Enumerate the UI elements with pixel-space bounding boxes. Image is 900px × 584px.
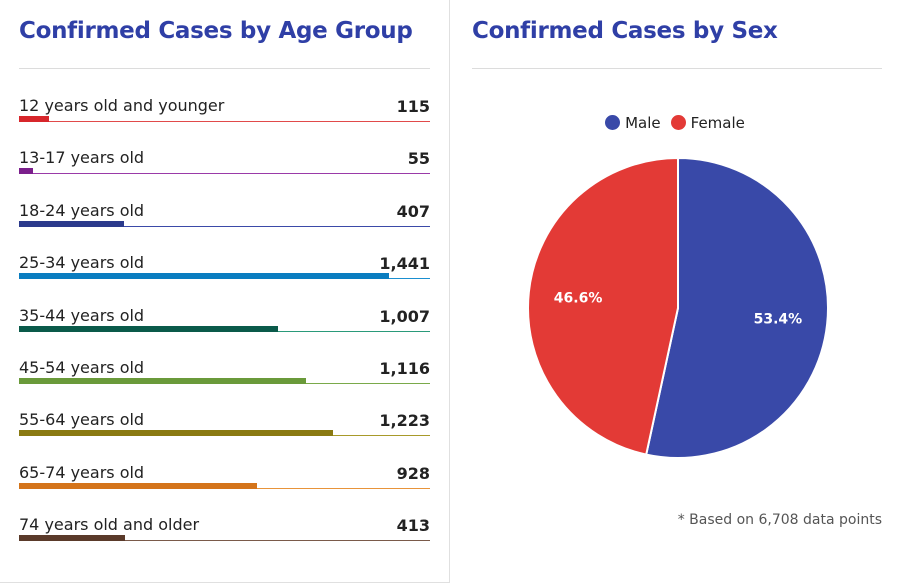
age-baseline [19, 173, 430, 175]
sex-panel: Confirmed Cases by Sex Male Female 53.4% 4… [450, 0, 900, 584]
pie-data-label: 46.6% [554, 290, 603, 306]
age-bar [19, 116, 49, 122]
age-value: 413 [396, 516, 430, 536]
age-group-panel: Confirmed Cases by Age Group 12 years ol… [0, 0, 450, 583]
legend-item-female[interactable]: Female [670, 114, 745, 132]
age-row: 18-24 years old 407 [19, 201, 430, 241]
legend-swatch [670, 115, 686, 130]
age-group-title: Confirmed Cases by Age Group [19, 18, 413, 44]
age-label: 35-44 years old [19, 305, 145, 325]
age-label: 13-17 years old [19, 148, 145, 168]
age-label: 25-34 years old [19, 253, 145, 273]
age-baseline [19, 540, 430, 542]
age-bar [19, 482, 258, 489]
age-bar [19, 325, 278, 332]
pie-slice-female[interactable] [527, 156, 679, 456]
age-title-divider [19, 68, 430, 69]
age-row: 74 years old and older 413 [19, 515, 430, 555]
age-bar [19, 220, 124, 227]
pie-data-label: 53.4% [754, 312, 803, 328]
age-value: 1,223 [379, 411, 430, 431]
age-bar [19, 273, 390, 280]
age-row: 13-17 years old 55 [19, 148, 430, 188]
age-bar [19, 378, 306, 384]
sex-pie-chart: 53.4% 46.6% [527, 156, 829, 459]
age-bar [19, 535, 126, 542]
age-label: 65-74 years old [19, 462, 145, 482]
age-label: 55-64 years old [19, 410, 145, 430]
legend-swatch [605, 115, 621, 130]
age-row: 12 years old and younger 115 [19, 96, 430, 136]
age-label: 18-24 years old [19, 200, 145, 220]
pie-slice-male[interactable] [645, 156, 829, 459]
age-row: 65-74 years old 928 [19, 463, 430, 503]
age-row: 55-64 years old 1,223 [19, 410, 430, 450]
legend-label: Male [625, 114, 661, 132]
pie-legend: Male Female [450, 114, 900, 132]
age-baseline [19, 225, 430, 227]
age-value: 928 [396, 463, 430, 483]
age-bar [19, 168, 34, 175]
age-row: 45-54 years old 1,116 [19, 358, 430, 398]
age-value: 407 [396, 201, 430, 221]
legend-label: Female [690, 114, 745, 132]
age-value: 1,007 [379, 306, 430, 326]
age-row: 25-34 years old 1,441 [19, 253, 430, 293]
age-label: 12 years old and younger [19, 96, 225, 115]
age-baseline [19, 121, 430, 122]
age-label: 74 years old and older [19, 515, 200, 535]
age-value: 115 [396, 97, 430, 116]
age-bar [19, 430, 334, 437]
legend-item-male[interactable]: Male [605, 114, 661, 132]
sex-title: Confirmed Cases by Sex [472, 18, 778, 44]
age-value: 1,441 [379, 254, 430, 274]
age-label: 45-54 years old [19, 358, 145, 377]
sex-title-divider [472, 68, 882, 69]
footnote: * Based on 6,708 data points [677, 512, 882, 528]
age-value: 1,116 [379, 359, 430, 378]
age-row: 35-44 years old 1,007 [19, 306, 430, 346]
age-value: 55 [407, 149, 430, 169]
